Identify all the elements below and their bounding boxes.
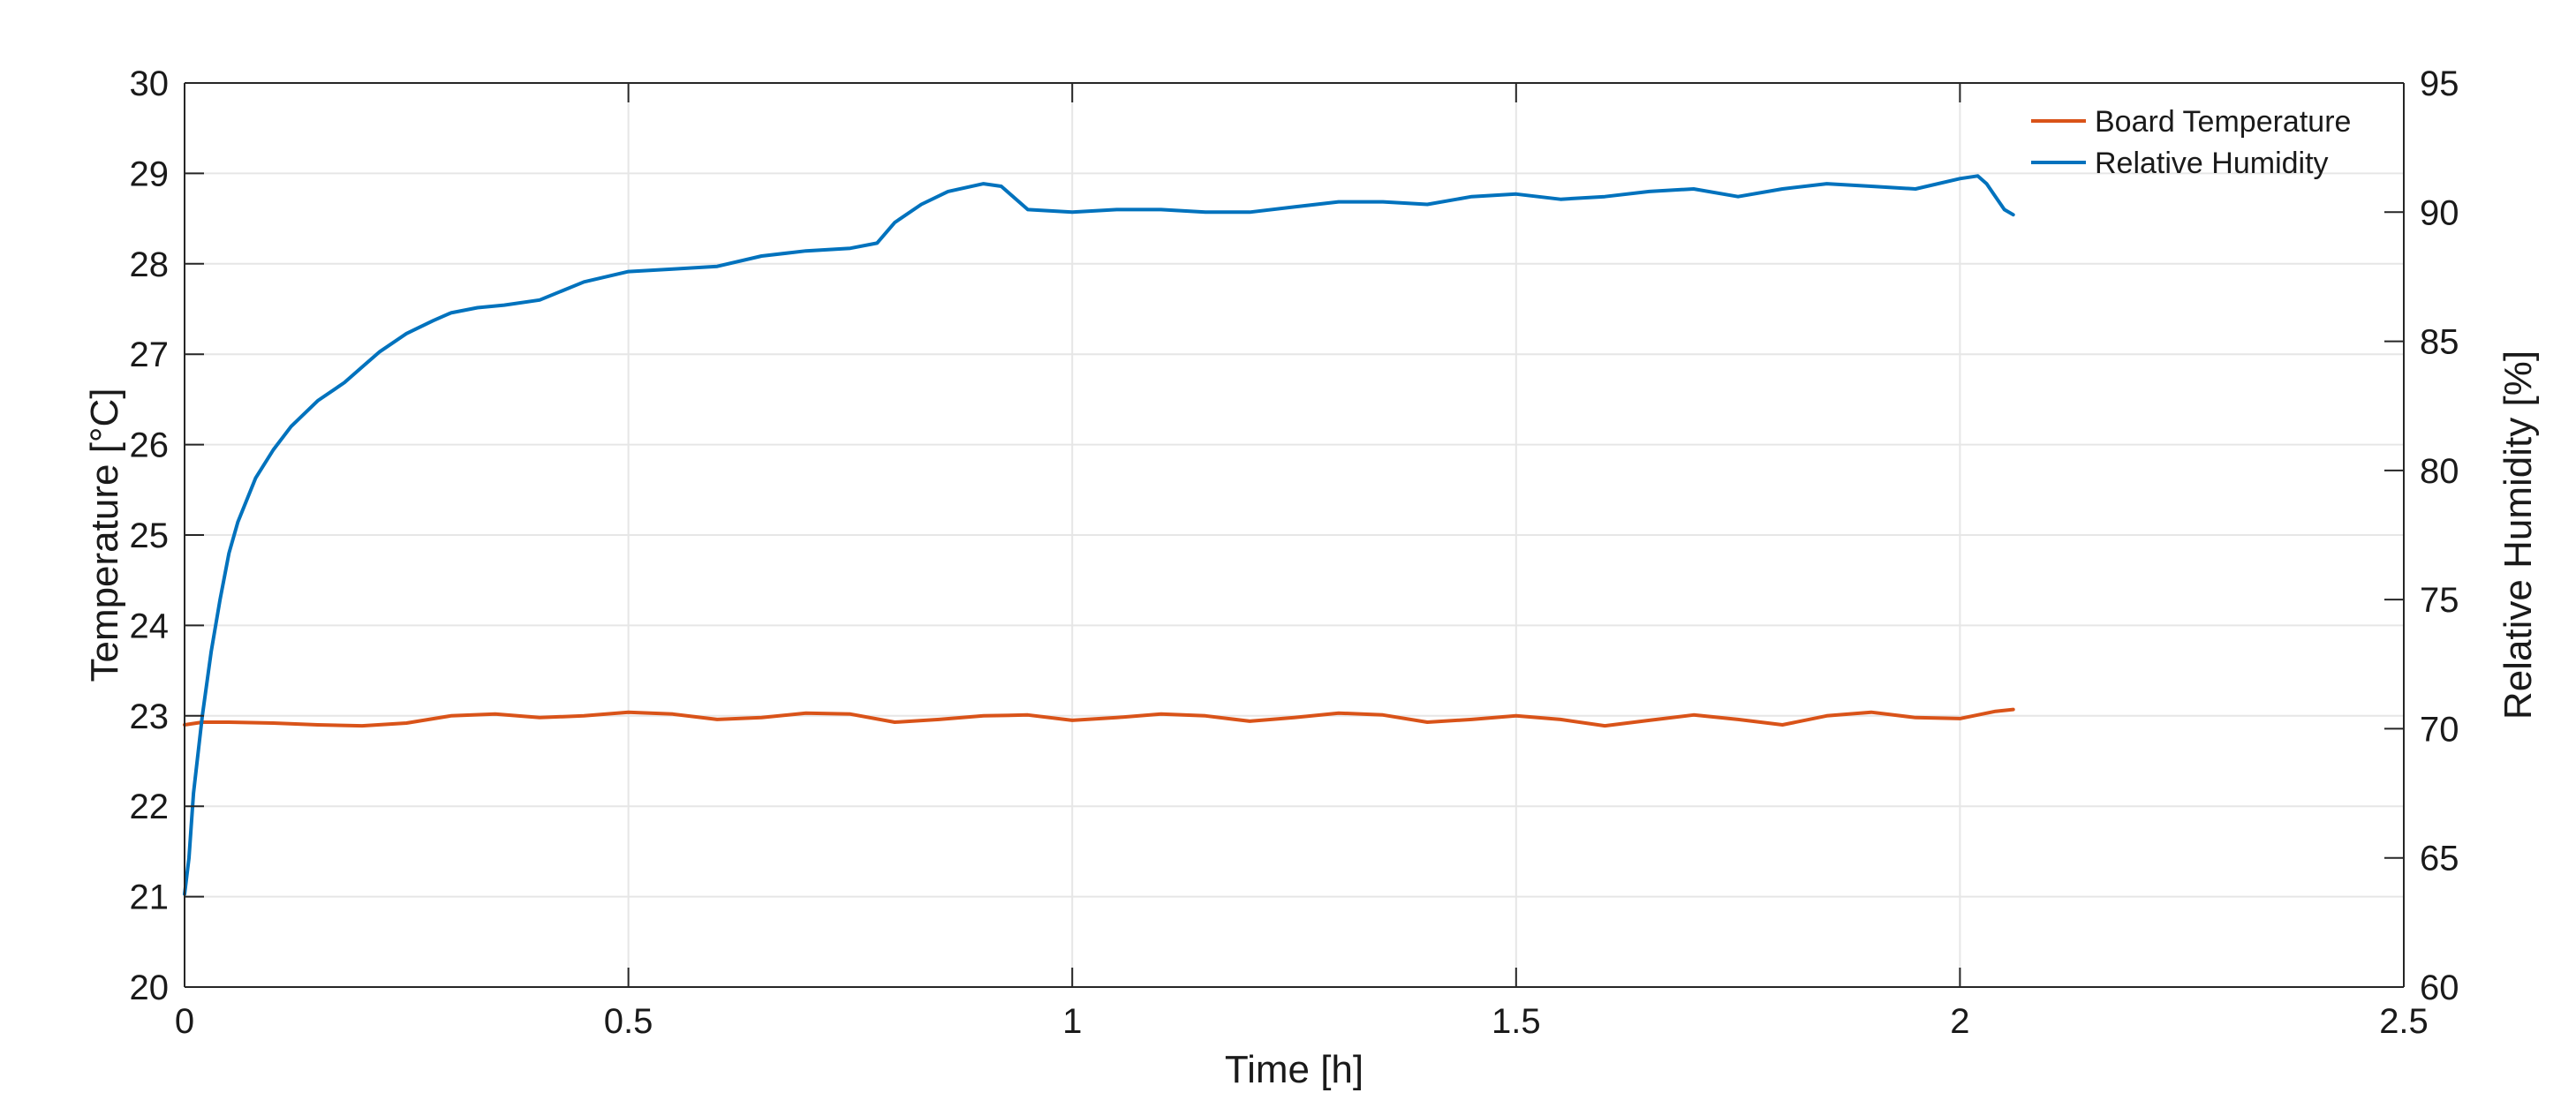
axis-labels: 0 0.5 1 1.5 2 2.5 20 21 22 23 24 25 26 27 28 29 30 60 65 70… <box>83 64 2540 1091</box>
y-right-tick-label: 80 <box>2420 452 2459 491</box>
y-right-tick-label: 95 <box>2420 64 2459 103</box>
y-left-tick-label: 20 <box>130 969 170 1007</box>
y-left-tick-label: 27 <box>130 335 170 374</box>
y-right-tick-label: 85 <box>2420 323 2459 362</box>
y-left-tick-label: 28 <box>130 245 170 284</box>
y-right-tick-label: 75 <box>2420 581 2459 620</box>
x-axis-title: Time [h] <box>1225 1048 1364 1091</box>
legend-label: Relative Humidity <box>2095 147 2329 180</box>
x-tick-label: 1.5 <box>1492 1002 1541 1041</box>
series-lines <box>183 174 2015 896</box>
y-left-axis-title: Temperature [°C] <box>83 388 126 682</box>
series-line-relative-humidity <box>183 174 2015 896</box>
x-tick-label: 0.5 <box>604 1002 653 1041</box>
y-right-axis-title: Relative Humidity [%] <box>2497 350 2540 720</box>
y-left-tick-label: 26 <box>130 426 170 465</box>
axes <box>184 82 2405 988</box>
series-line-board-temperature <box>183 707 2015 728</box>
legend-label: Board Temperature <box>2095 105 2351 139</box>
y-left-tick-label: 23 <box>130 697 170 736</box>
x-tick-label: 2 <box>1950 1002 1969 1041</box>
y-right-tick-label: 70 <box>2420 710 2459 749</box>
y-right-tick-label: 90 <box>2420 193 2459 232</box>
y-left-tick-label: 21 <box>130 878 170 917</box>
x-tick-label: 1 <box>1062 1002 1082 1041</box>
legend: Board Temperature Relative Humidity <box>2031 105 2351 180</box>
y-right-tick-label: 65 <box>2420 840 2459 878</box>
y-left-tick-label: 24 <box>130 607 170 645</box>
x-tick-label: 2.5 <box>2379 1002 2429 1041</box>
x-tick-label: 0 <box>175 1002 194 1041</box>
grid-lines <box>184 82 2405 988</box>
y-left-tick-label: 25 <box>130 516 170 555</box>
y-left-tick-label: 29 <box>130 155 170 193</box>
y-left-tick-label: 22 <box>130 788 170 826</box>
y-right-tick-label: 60 <box>2420 969 2459 1007</box>
y-left-tick-label: 30 <box>130 64 170 103</box>
